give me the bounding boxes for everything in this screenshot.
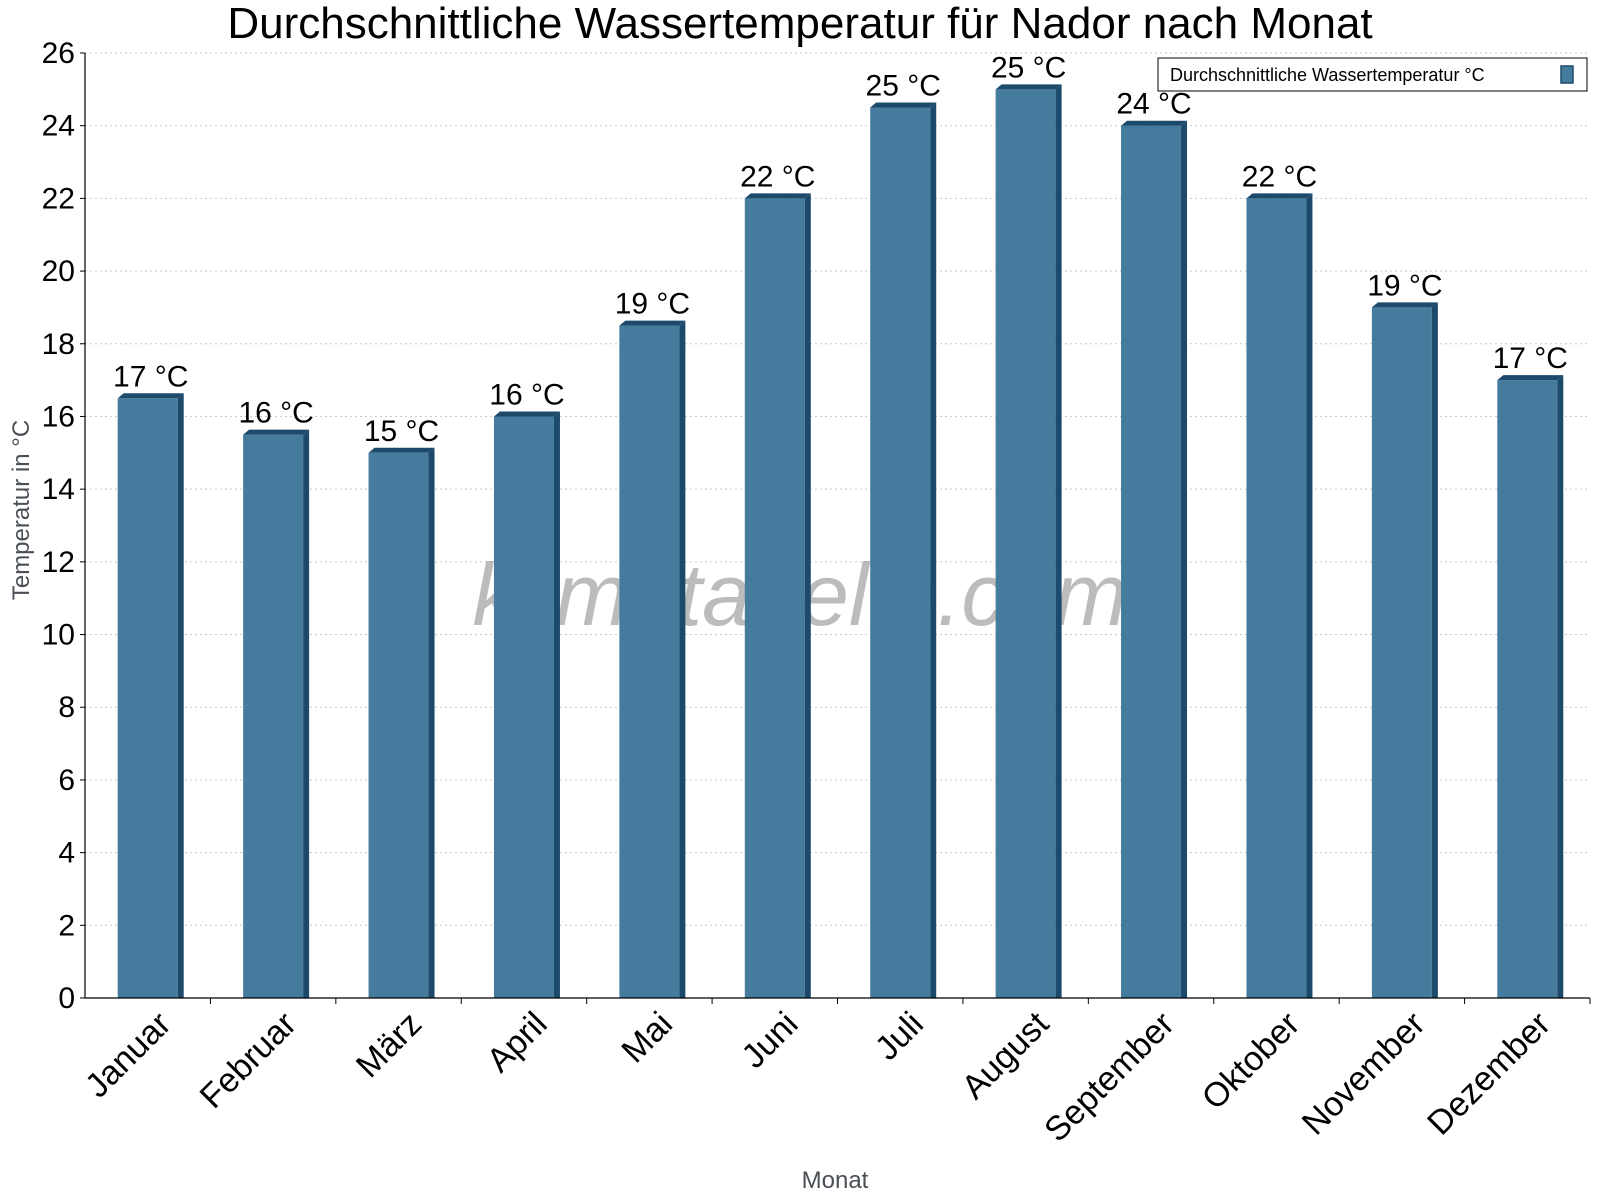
y-tick-label: 14 — [42, 473, 75, 506]
bar-top — [368, 447, 435, 453]
bar — [619, 325, 680, 998]
data-label: 22 °C — [740, 160, 815, 193]
y-tick-label: 18 — [42, 328, 75, 361]
data-label: 19 °C — [615, 288, 690, 321]
data-labels: 17 °C 16 °C 15 °C 16 °C 19 °C 22 °C 25 °C 25 °C… — [113, 51, 1568, 447]
bar-top — [744, 193, 811, 199]
data-label: 25 °C — [991, 51, 1066, 84]
bar-side — [303, 429, 310, 998]
bar — [744, 198, 805, 998]
bar-top — [619, 320, 686, 326]
y-axis-title: Temperatur in °C — [8, 420, 35, 600]
y-tick-label: 12 — [42, 546, 75, 579]
bar — [1497, 380, 1558, 999]
data-label: 17 °C — [113, 360, 188, 393]
y-tick-label: 8 — [58, 691, 75, 724]
bar-top — [117, 393, 184, 399]
bar — [117, 398, 178, 998]
bar-side — [1306, 193, 1313, 998]
data-label: 16 °C — [489, 378, 564, 411]
data-label: 15 °C — [364, 415, 439, 448]
bar-side — [1557, 375, 1564, 999]
data-label: 22 °C — [1242, 160, 1317, 193]
y-tick-label: 22 — [42, 182, 75, 215]
data-label: 19 °C — [1367, 269, 1442, 302]
bar — [870, 107, 931, 999]
y-tick-label: 2 — [58, 909, 75, 942]
data-label: 24 °C — [1116, 88, 1191, 121]
bar — [1246, 198, 1307, 998]
bar-top — [1246, 193, 1313, 199]
y-tick-label: 0 — [58, 982, 75, 1015]
y-tick-label: 6 — [58, 764, 75, 797]
bar-side — [553, 411, 560, 998]
bar — [368, 452, 429, 998]
bar-top — [493, 411, 560, 417]
y-tick-label: 20 — [42, 255, 75, 288]
chart-title: Durchschnittliche Wassertemperatur für N… — [227, 0, 1372, 48]
bar-top — [870, 102, 937, 108]
bar-side — [177, 393, 184, 998]
bar — [243, 434, 304, 998]
bar-side — [930, 102, 937, 999]
y-tick-label: 10 — [42, 619, 75, 652]
y-tick-label: 16 — [42, 400, 75, 433]
data-label: 16 °C — [238, 397, 313, 430]
bar-top — [1121, 120, 1188, 126]
bar-side — [428, 447, 435, 998]
bar-top — [1497, 375, 1564, 381]
y-tick-label: 26 — [42, 37, 75, 70]
y-tick-label: 24 — [42, 110, 75, 143]
x-axis-title: Monat — [802, 1167, 869, 1194]
data-label: 17 °C — [1493, 342, 1568, 375]
bar-side — [679, 320, 686, 998]
legend: Durchschnittliche Wassertemperatur °C — [1157, 57, 1588, 92]
bar-side — [804, 193, 811, 998]
bar-side — [1055, 84, 1062, 999]
legend-swatch — [1560, 65, 1574, 84]
data-label: 25 °C — [866, 70, 941, 103]
legend-label: Durchschnittliche Wassertemperatur °C — [1170, 65, 1485, 85]
bar-side — [1431, 302, 1438, 998]
bar — [493, 416, 554, 998]
bar-top — [1371, 302, 1438, 308]
bar-top — [243, 429, 310, 435]
bars — [117, 84, 1564, 999]
bar — [1121, 125, 1182, 998]
y-tick-label: 4 — [58, 837, 75, 870]
legend-box — [1157, 57, 1588, 92]
bar-side — [1181, 120, 1188, 998]
bar — [995, 89, 1056, 999]
bar-top — [995, 84, 1062, 90]
bar — [1371, 307, 1432, 998]
grid — [85, 52, 1590, 926]
